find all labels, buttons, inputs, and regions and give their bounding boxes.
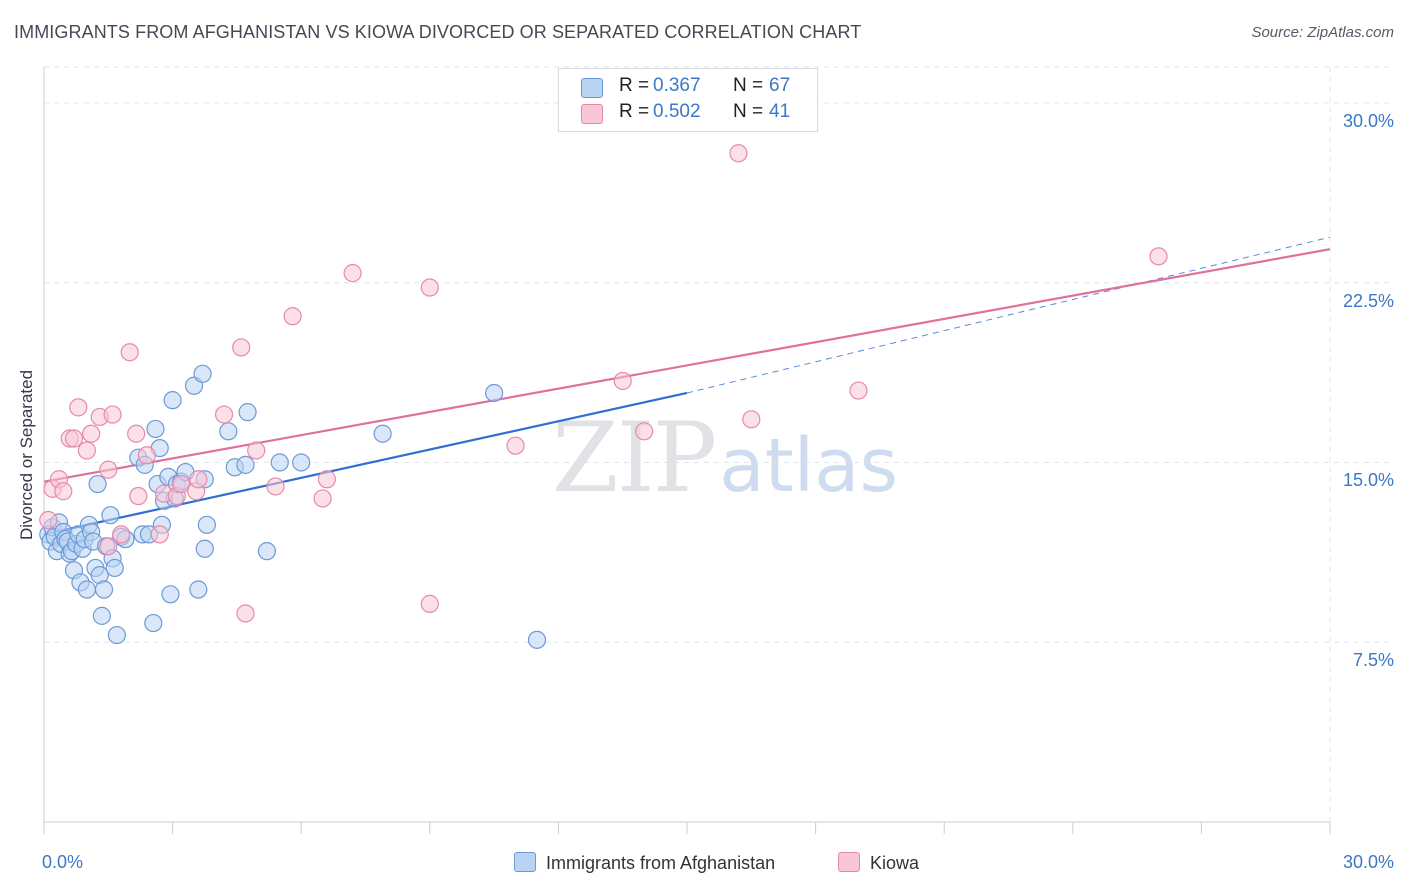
axes <box>43 67 1331 834</box>
point-afghanistan <box>105 558 124 578</box>
watermark-zip: ZIP <box>552 402 717 514</box>
point-afghanistan <box>257 542 277 561</box>
point-afghanistan <box>101 506 120 525</box>
legend-r-value: 0.367 <box>653 75 701 96</box>
point-kiowa <box>172 474 191 494</box>
source-credit: Source: ZipAtlas.com <box>1251 24 1394 41</box>
point-kiowa <box>635 422 654 441</box>
trend-line-afghanistan-extension <box>686 236 1331 394</box>
legend-n-value: 41 <box>769 101 791 122</box>
bottom-legend-swatch-kiowa <box>838 852 860 872</box>
y-tick-label: 30.0% <box>1342 110 1394 131</box>
point-afghanistan <box>193 364 212 383</box>
point-afghanistan <box>238 403 257 422</box>
point-kiowa <box>112 525 131 544</box>
point-kiowa <box>506 436 525 455</box>
point-afghanistan <box>144 613 163 633</box>
bottom-legend-kiowa[interactable]: Kiowa <box>838 852 919 874</box>
bottom-legend-afghanistan[interactable]: Immigrants from Afghanistan <box>514 852 775 874</box>
point-kiowa <box>420 594 439 613</box>
bottom-legend-swatch-afghanistan <box>514 852 536 872</box>
legend-r-label: R = <box>619 75 650 96</box>
point-kiowa <box>189 470 208 489</box>
point-afghanistan <box>107 625 126 645</box>
point-afghanistan <box>236 455 255 474</box>
point-kiowa <box>64 429 84 448</box>
point-afghanistan <box>373 424 392 443</box>
point-kiowa <box>77 441 96 460</box>
legend-swatch-kiowa <box>581 104 603 124</box>
point-kiowa <box>849 381 868 400</box>
point-afghanistan <box>77 580 96 599</box>
point-afghanistan <box>195 539 214 558</box>
legend-r-value: 0.502 <box>653 101 701 122</box>
legend-n-value: 67 <box>769 75 791 96</box>
trend-line-afghanistan <box>43 391 688 536</box>
point-kiowa <box>313 489 332 508</box>
x-tick-label: 0.0% <box>42 852 84 872</box>
point-kiowa <box>150 525 169 544</box>
point-kiowa <box>69 398 88 417</box>
point-kiowa <box>247 441 266 460</box>
point-kiowa <box>99 537 118 556</box>
point-kiowa <box>99 460 118 479</box>
point-afghanistan <box>88 474 107 494</box>
point-kiowa <box>283 307 302 326</box>
point-kiowa <box>137 446 156 465</box>
bottom-legend-label-afghanistan: Immigrants from Afghanistan <box>546 853 776 873</box>
point-kiowa <box>39 510 58 530</box>
bottom-legend-label-kiowa: Kiowa <box>870 853 920 873</box>
point-kiowa <box>236 604 255 623</box>
point-kiowa <box>1149 247 1168 266</box>
point-kiowa <box>729 144 748 163</box>
point-afghanistan <box>94 580 114 599</box>
legend-n-label: N = <box>733 101 764 122</box>
point-kiowa <box>317 470 337 489</box>
point-kiowa <box>54 482 73 501</box>
point-afghanistan <box>161 585 180 604</box>
x-tick-label: 30.0% <box>1342 852 1394 872</box>
point-kiowa <box>82 424 101 443</box>
correlation-legend: R = 0.367 N = 67 R = 0.502 N = 41 <box>558 68 818 132</box>
point-kiowa <box>742 410 761 429</box>
y-tick-label: 7.5% <box>1352 650 1394 671</box>
point-afghanistan <box>219 422 238 441</box>
point-afghanistan <box>527 630 547 649</box>
point-kiowa <box>120 343 139 362</box>
point-kiowa <box>343 264 362 283</box>
point-kiowa <box>232 338 251 357</box>
chart-title: IMMIGRANTS FROM AFGHANISTAN VS KIOWA DIV… <box>14 22 862 42</box>
trend-line-kiowa <box>43 248 1331 483</box>
watermark: ZIPatlas <box>552 402 898 514</box>
point-kiowa <box>214 405 234 424</box>
point-kiowa <box>420 278 439 297</box>
point-afghanistan <box>270 453 289 472</box>
legend-n-label: N = <box>733 75 764 96</box>
point-kiowa <box>266 477 285 496</box>
legend-swatch-afghanistan <box>581 78 603 98</box>
legend-r-label: R = <box>619 101 650 122</box>
watermark-atlas: atlas <box>719 423 899 509</box>
y-axis-label: Divorced or Separated <box>17 369 36 541</box>
point-kiowa <box>613 371 632 391</box>
point-afghanistan <box>146 419 165 439</box>
y-tick-label: 15.0% <box>1342 470 1394 491</box>
point-afghanistan <box>292 453 311 472</box>
point-kiowa <box>129 486 148 506</box>
point-kiowa <box>103 405 122 424</box>
data-points <box>39 144 1168 649</box>
point-afghanistan <box>197 515 216 534</box>
trend-lines <box>43 236 1331 536</box>
point-afghanistan <box>163 391 182 410</box>
y-tick-label: 22.5% <box>1342 290 1394 311</box>
point-kiowa <box>127 424 146 443</box>
point-afghanistan <box>485 383 504 403</box>
point-afghanistan <box>92 606 111 625</box>
point-afghanistan <box>189 580 208 599</box>
